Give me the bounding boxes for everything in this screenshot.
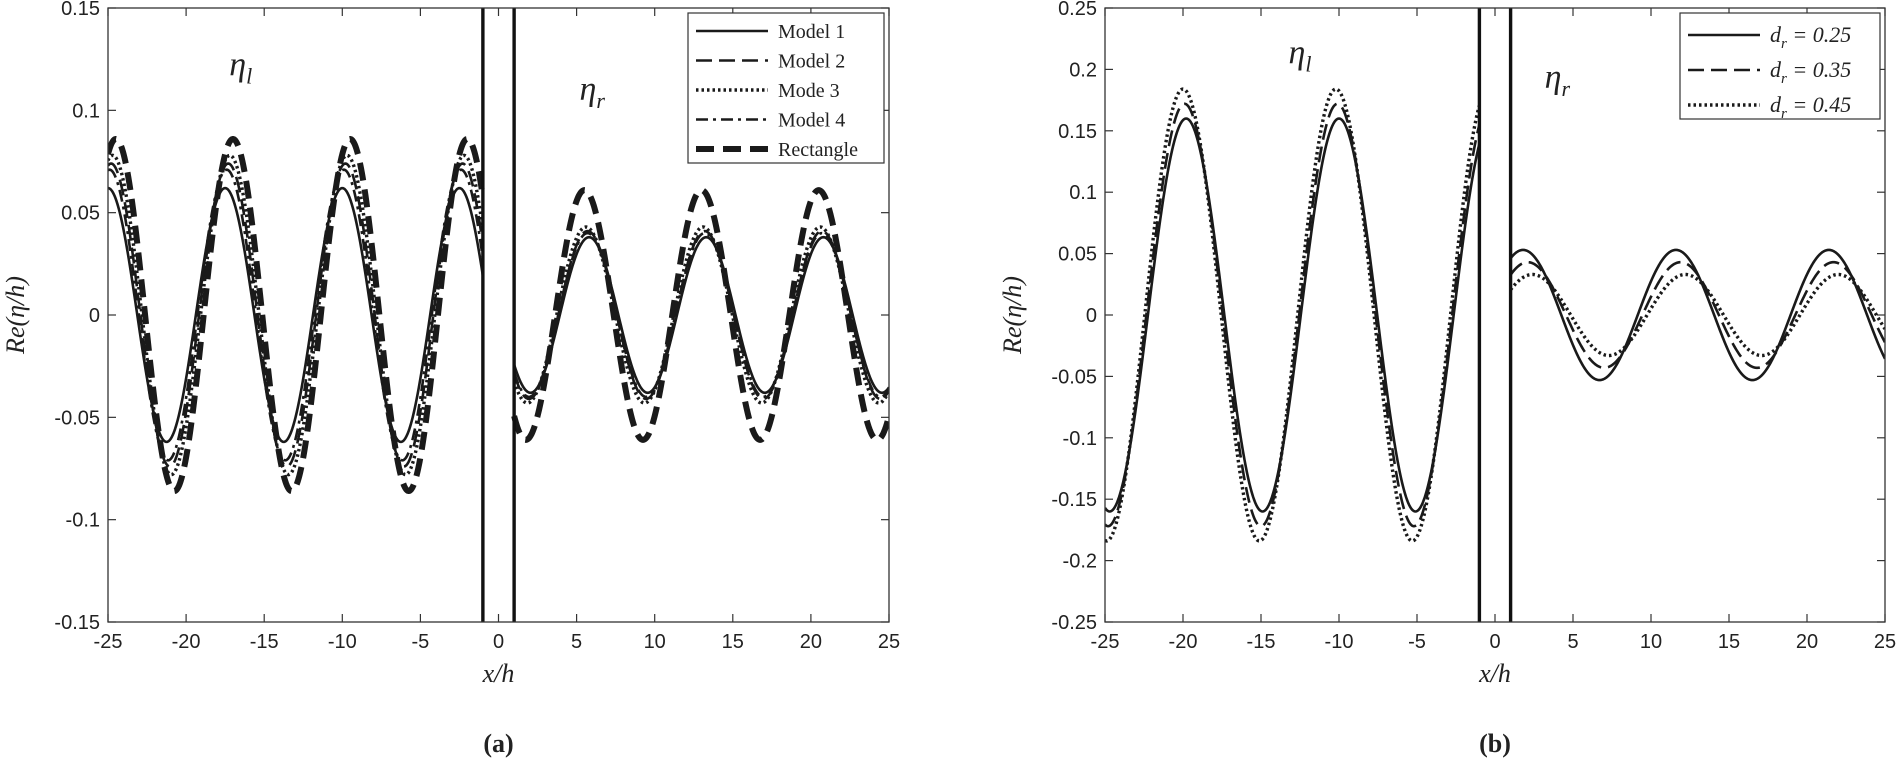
series-line-4	[108, 135, 889, 495]
region-label-l: ηl	[1289, 34, 1312, 76]
y-tick-label: 0.1	[72, 100, 100, 122]
panel-label: (b)	[1479, 729, 1511, 758]
x-tick-label: -10	[1325, 631, 1354, 653]
y-tick-label: -0.15	[1051, 489, 1097, 511]
x-tick-label: 5	[571, 631, 582, 653]
y-tick-label: 0.25	[1058, 0, 1097, 20]
y-tick-label: -0.05	[54, 407, 100, 429]
x-tick-label: 25	[1874, 631, 1896, 653]
x-tick-label: 25	[878, 631, 900, 653]
y-tick-label: 0	[89, 305, 100, 327]
legend-box	[687, 12, 885, 164]
legend: Model 1 Model 2 Mode 3 Model 4 Rectangle	[687, 12, 885, 164]
y-tick-label: -0.25	[1051, 612, 1097, 634]
series-line-3	[108, 168, 889, 462]
legend-label-1: Model 2	[778, 51, 845, 73]
y-tick-label: -0.05	[1051, 366, 1097, 388]
series-line-1	[1105, 102, 1885, 528]
y-axis-label: Re(η/h)	[998, 276, 1027, 355]
y-tick-label: 0.15	[61, 0, 100, 20]
x-tick-label: 15	[1718, 631, 1740, 653]
legend-label-0: dr = 0.25	[1770, 22, 1851, 52]
x-tick-label: 20	[800, 631, 822, 653]
panel-label: (a)	[483, 729, 513, 758]
x-axis-label: x/h	[1478, 659, 1511, 688]
y-tick-label: 0.15	[1058, 121, 1097, 143]
x-tick-label: 15	[722, 631, 744, 653]
series-group	[108, 135, 889, 495]
x-tick-label: -20	[172, 631, 201, 653]
x-tick-label: 5	[1567, 631, 1578, 653]
series-line-0	[108, 186, 889, 444]
series-group	[1105, 87, 1885, 543]
region-label-l: ηl	[229, 47, 252, 89]
series-line-2	[1105, 87, 1885, 543]
series-line-1	[108, 162, 889, 468]
region-label-r: ηr	[1545, 59, 1571, 101]
y-tick-label: -0.1	[66, 510, 100, 532]
region-label-r: ηr	[580, 71, 606, 113]
legend-label-2: dr = 0.45	[1770, 92, 1851, 122]
legend-label-1: dr = 0.35	[1770, 57, 1851, 87]
chart-panel-a: -25 -20 -15 -10 -5 0 5 10 15 20 25 0.15 0.1 0.05 0 -0.0…	[1, 0, 900, 758]
x-tick-label: 20	[1796, 631, 1818, 653]
x-tick-label: -20	[1169, 631, 1198, 653]
y-tick-label: 0.05	[1058, 244, 1097, 266]
x-tick-label: 0	[493, 631, 504, 653]
legend-box	[1679, 12, 1881, 120]
y-tick-label: -0.15	[54, 612, 100, 634]
x-tick-label: -15	[250, 631, 279, 653]
y-tick-label: -0.2	[1063, 551, 1097, 573]
x-tick-label: -10	[328, 631, 357, 653]
y-tick-label: 0.2	[1069, 59, 1097, 81]
y-tick-label: 0	[1086, 305, 1097, 327]
x-tick-label: -5	[1408, 631, 1426, 653]
y-tick-label: -0.1	[1063, 428, 1097, 450]
axes-frame	[107, 7, 890, 623]
x-tick-label: 10	[1640, 631, 1662, 653]
legend-label-3: Model 4	[778, 110, 845, 132]
x-tick-label: -25	[94, 631, 123, 653]
y-tick-label: 0.05	[61, 203, 100, 225]
x-tick-label: 10	[644, 631, 666, 653]
y-axis-label: Re(η/h)	[1, 276, 30, 355]
legend-label-4: Rectangle	[778, 139, 858, 161]
x-axis-label: x/h	[482, 659, 515, 688]
legend: dr = 0.25 dr = 0.35 dr = 0.45	[1679, 12, 1881, 122]
x-tick-label: 0	[1489, 631, 1500, 653]
legend-label-0: Model 1	[778, 21, 845, 43]
chart-panel-b: -25 -20 -15 -10 -5 0 5 10 15 20 25 0.25 0.2 0.15 0.1 0.…	[998, 0, 1896, 758]
legend-label-2: Mode 3	[778, 80, 840, 102]
x-tick-label: -25	[1091, 631, 1120, 653]
y-tick-label: 0.1	[1069, 182, 1097, 204]
axes-frame	[1104, 7, 1886, 623]
x-tick-label: -15	[1247, 631, 1276, 653]
x-tick-label: -5	[412, 631, 430, 653]
